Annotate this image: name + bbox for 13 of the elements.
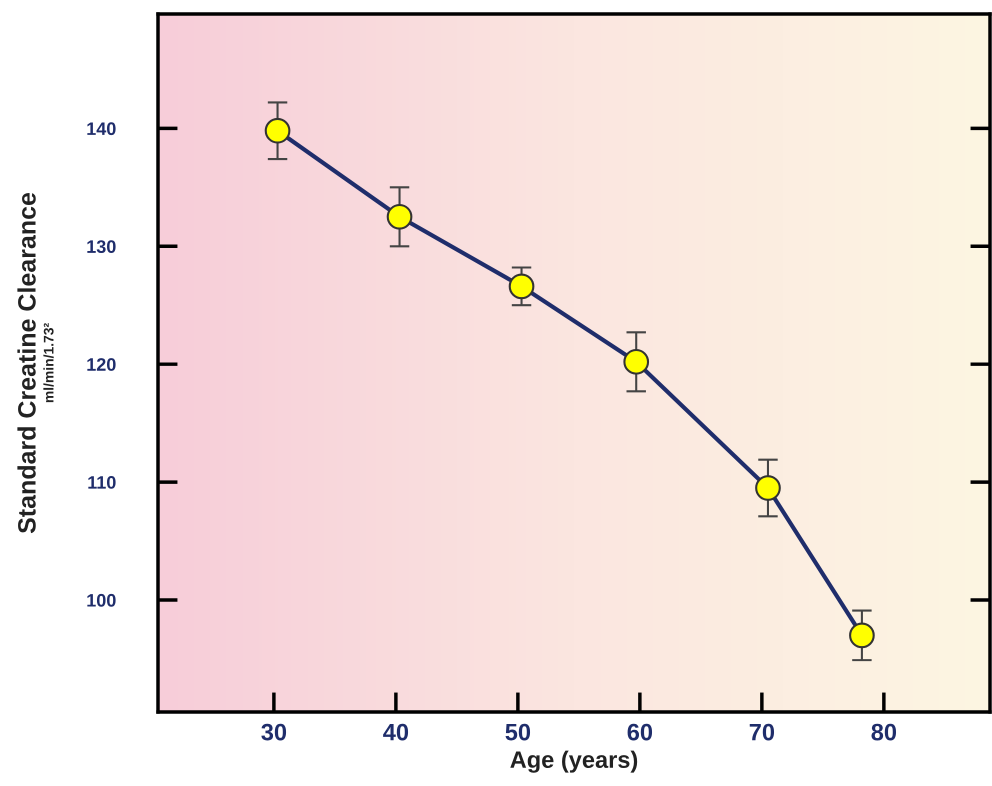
y-axis-title: Standard Creatine Clearance ml/min/1.73² (17, 192, 54, 534)
x-tick-label: 80 (871, 724, 896, 740)
x-tick-label: 70 (750, 724, 774, 740)
y-tick-label: 110 (88, 476, 116, 489)
y-tick-label: 130 (87, 240, 116, 254)
x-tick-label: 50 (505, 724, 530, 740)
x-tick-label: 40 (383, 724, 408, 740)
x-tick-label: 30 (261, 724, 286, 740)
x-tick-label: 60 (628, 724, 652, 740)
y-tick-label: 140 (87, 122, 116, 136)
y-tick-label: 120 (87, 358, 116, 371)
x-axis-title: Age (years) (510, 750, 638, 773)
y-tick-label: 100 (87, 594, 116, 607)
